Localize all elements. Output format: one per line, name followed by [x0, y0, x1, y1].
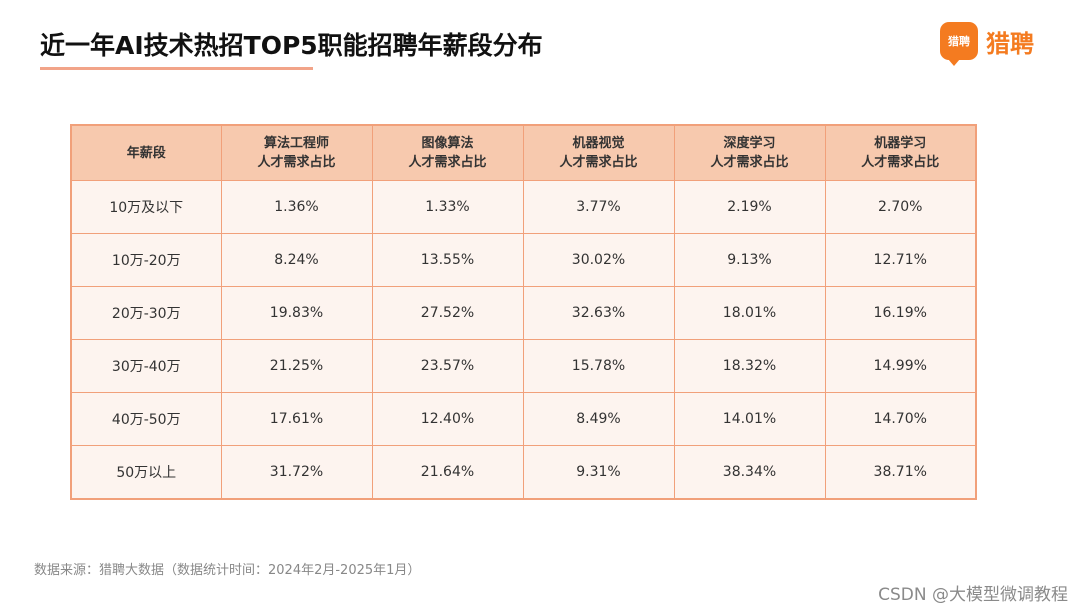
percentage-cell: 9.31%	[522, 445, 675, 500]
percentage-cell: 12.40%	[371, 392, 524, 446]
percentage-cell: 14.70%	[824, 392, 977, 446]
table-header-row: 年薪段 算法工程师 人才需求占比 图像算法 人才需求占比 机器视觉 人才需求占比 深度学习 人才…	[70, 124, 977, 181]
percentage-cell: 2.70%	[824, 180, 977, 234]
percentage-cell: 31.72%	[220, 445, 373, 500]
percentage-cell: 38.71%	[824, 445, 977, 500]
salary-range-cell: 10万-20万	[70, 233, 222, 287]
percentage-cell: 18.32%	[673, 339, 826, 393]
percentage-cell: 13.55%	[371, 233, 524, 287]
table-body: 10万及以下 1.36% 1.33% 3.77% 2.19% 2.70% 10万-20万 8.…	[70, 180, 977, 500]
percentage-cell: 1.36%	[220, 180, 373, 234]
percentage-cell: 38.34%	[673, 445, 826, 500]
percentage-cell: 2.19%	[673, 180, 826, 234]
logo-badge-icon: 猎聘	[940, 22, 978, 66]
watermark: CSDN @大模型微调教程	[878, 585, 1068, 605]
data-source-note: 数据来源：猎聘大数据（数据统计时间：2024年2月-2025年1月）	[34, 563, 421, 578]
table-row: 30万-40万 21.25% 23.57% 15.78% 18.32% 14.99%	[70, 339, 977, 393]
salary-range-cell: 40万-50万	[70, 392, 222, 446]
page-title: 近一年AI技术热招TOP5职能招聘年薪段分布	[40, 31, 543, 60]
table-row: 50万以上 31.72% 21.64% 9.31% 38.34% 38.71%	[70, 445, 977, 500]
percentage-cell: 16.19%	[824, 286, 977, 340]
table-header-cell: 年薪段	[70, 124, 222, 181]
percentage-cell: 1.33%	[371, 180, 524, 234]
table-row: 10万-20万 8.24% 13.55% 30.02% 9.13% 12.71%	[70, 233, 977, 287]
table-header-cell: 机器视觉 人才需求占比	[522, 124, 675, 181]
logo-badge-text: 猎聘	[948, 34, 970, 48]
percentage-cell: 14.99%	[824, 339, 977, 393]
table-header-cell: 算法工程师 人才需求占比	[220, 124, 373, 181]
percentage-cell: 17.61%	[220, 392, 373, 446]
salary-range-cell: 30万-40万	[70, 339, 222, 393]
percentage-cell: 21.64%	[371, 445, 524, 500]
percentage-cell: 14.01%	[673, 392, 826, 446]
table-header-cell: 机器学习 人才需求占比	[824, 124, 977, 181]
salary-table: 年薪段 算法工程师 人才需求占比 图像算法 人才需求占比 机器视觉 人才需求占比 深度学习 人才…	[70, 124, 977, 500]
percentage-cell: 18.01%	[673, 286, 826, 340]
table-row: 20万-30万 19.83% 27.52% 32.63% 18.01% 16.19%	[70, 286, 977, 340]
percentage-cell: 8.49%	[522, 392, 675, 446]
percentage-cell: 27.52%	[371, 286, 524, 340]
table-row: 10万及以下 1.36% 1.33% 3.77% 2.19% 2.70%	[70, 180, 977, 234]
percentage-cell: 9.13%	[673, 233, 826, 287]
salary-range-cell: 20万-30万	[70, 286, 222, 340]
salary-range-cell: 50万以上	[70, 445, 222, 500]
table-row: 40万-50万 17.61% 12.40% 8.49% 14.01% 14.70%	[70, 392, 977, 446]
table-header-cell: 图像算法 人才需求占比	[371, 124, 524, 181]
salary-range-cell: 10万及以下	[70, 180, 222, 234]
salary-table-container: 年薪段 算法工程师 人才需求占比 图像算法 人才需求占比 机器视觉 人才需求占比 深度学习 人才…	[70, 124, 977, 500]
percentage-cell: 30.02%	[522, 233, 675, 287]
percentage-cell: 8.24%	[220, 233, 373, 287]
logo: 猎聘 猎聘	[940, 22, 1034, 66]
percentage-cell: 12.71%	[824, 233, 977, 287]
percentage-cell: 23.57%	[371, 339, 524, 393]
title-underline	[40, 67, 313, 70]
percentage-cell: 15.78%	[522, 339, 675, 393]
percentage-cell: 19.83%	[220, 286, 373, 340]
percentage-cell: 32.63%	[522, 286, 675, 340]
percentage-cell: 3.77%	[522, 180, 675, 234]
percentage-cell: 21.25%	[220, 339, 373, 393]
table-header-cell: 深度学习 人才需求占比	[673, 124, 826, 181]
logo-text: 猎聘	[986, 29, 1034, 58]
